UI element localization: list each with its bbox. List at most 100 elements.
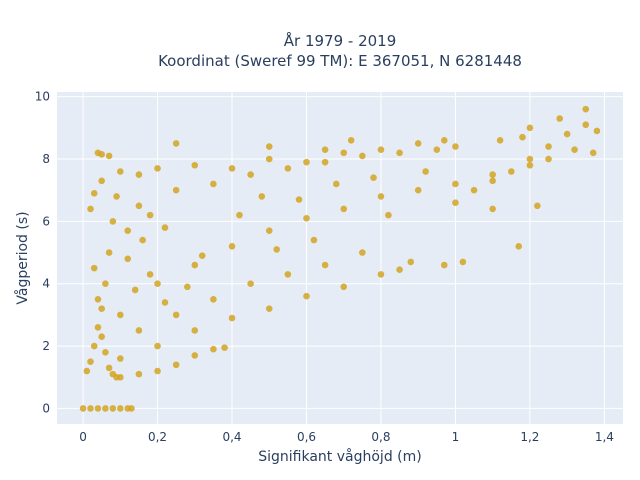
data-point bbox=[105, 364, 113, 372]
data-point bbox=[414, 186, 422, 194]
data-point bbox=[247, 280, 254, 288]
data-point bbox=[102, 349, 109, 356]
data-point bbox=[340, 283, 348, 291]
data-point bbox=[534, 202, 541, 210]
data-point bbox=[161, 299, 169, 306]
data-point bbox=[265, 155, 273, 163]
data-point bbox=[359, 152, 366, 160]
data-point bbox=[191, 161, 199, 169]
data-point bbox=[135, 171, 143, 178]
data-point bbox=[146, 271, 154, 278]
data-point bbox=[117, 168, 124, 175]
data-point bbox=[128, 405, 135, 412]
data-point bbox=[433, 146, 441, 153]
data-point bbox=[146, 211, 154, 219]
data-point bbox=[340, 149, 348, 157]
data-point bbox=[87, 205, 94, 213]
data-point bbox=[98, 305, 105, 312]
data-point bbox=[98, 177, 105, 185]
data-point bbox=[507, 168, 515, 175]
data-point bbox=[489, 171, 496, 178]
data-point bbox=[321, 158, 329, 166]
data-point bbox=[228, 243, 236, 250]
data-point bbox=[98, 333, 105, 341]
gridlines bbox=[57, 92, 623, 424]
data-point bbox=[414, 140, 422, 147]
data-point bbox=[265, 143, 273, 150]
x-tick-label: 0,2 bbox=[148, 430, 167, 444]
y-tick-labels: 0 2 4 6 8 10 bbox=[35, 90, 50, 416]
data-point bbox=[440, 261, 448, 269]
data-point bbox=[124, 227, 132, 235]
data-point bbox=[370, 174, 377, 182]
data-point bbox=[265, 305, 273, 312]
data-point bbox=[94, 324, 102, 331]
data-point bbox=[545, 143, 552, 150]
data-point bbox=[295, 196, 303, 203]
data-point bbox=[228, 165, 236, 172]
data-point bbox=[154, 165, 161, 172]
data-point bbox=[347, 137, 355, 144]
data-point bbox=[496, 137, 504, 144]
data-point bbox=[396, 266, 403, 273]
data-point bbox=[422, 168, 429, 175]
data-point bbox=[172, 361, 180, 369]
x-tick-labels: 0 0,2 0,4 0,6 0,8 1 1,2 1,4 bbox=[79, 430, 614, 444]
data-point bbox=[571, 146, 578, 153]
data-point bbox=[172, 140, 180, 147]
data-point bbox=[452, 143, 459, 150]
data-point bbox=[385, 211, 392, 219]
x-tick-label: 0,4 bbox=[222, 430, 241, 444]
data-point bbox=[247, 171, 254, 178]
data-point bbox=[321, 146, 329, 153]
data-point bbox=[87, 358, 94, 365]
data-point bbox=[210, 180, 217, 188]
data-point bbox=[489, 177, 496, 185]
x-tick-label: 1 bbox=[452, 430, 460, 444]
data-point bbox=[377, 271, 385, 278]
data-point bbox=[310, 236, 318, 244]
data-point bbox=[582, 105, 590, 113]
data-point bbox=[154, 280, 161, 288]
data-point bbox=[377, 193, 385, 200]
data-point bbox=[303, 158, 310, 166]
data-point bbox=[515, 243, 523, 250]
data-point bbox=[303, 214, 310, 222]
data-point bbox=[105, 249, 113, 256]
x-tick-label: 1,4 bbox=[595, 430, 614, 444]
data-point bbox=[102, 405, 109, 412]
data-point bbox=[210, 296, 217, 303]
data-point bbox=[90, 342, 98, 350]
data-point bbox=[198, 252, 206, 259]
data-point bbox=[191, 352, 199, 359]
data-point bbox=[545, 155, 552, 163]
data-point bbox=[563, 130, 571, 138]
y-tick-label: 6 bbox=[42, 214, 50, 228]
y-tick-label: 2 bbox=[42, 339, 50, 353]
data-point bbox=[321, 261, 329, 269]
data-point bbox=[340, 205, 348, 213]
data-point bbox=[113, 193, 120, 200]
data-point bbox=[83, 367, 91, 375]
data-point bbox=[172, 186, 180, 194]
data-point bbox=[265, 227, 273, 235]
data-point bbox=[593, 127, 601, 135]
data-point bbox=[184, 283, 191, 291]
data-point bbox=[452, 199, 459, 206]
data-point bbox=[139, 236, 146, 244]
data-point bbox=[489, 205, 496, 213]
data-point bbox=[582, 121, 590, 129]
data-point bbox=[135, 202, 143, 210]
data-point bbox=[470, 186, 478, 194]
data-point bbox=[113, 373, 120, 381]
x-axis-title: Signifikant våghöjd (m) bbox=[258, 448, 421, 465]
y-tick-label: 4 bbox=[42, 277, 50, 291]
data-point bbox=[131, 286, 139, 294]
data-point bbox=[526, 161, 534, 169]
y-tick-label: 8 bbox=[42, 152, 50, 166]
data-point bbox=[273, 246, 280, 253]
data-point bbox=[94, 405, 102, 412]
data-point bbox=[258, 193, 266, 200]
data-point bbox=[526, 155, 534, 163]
